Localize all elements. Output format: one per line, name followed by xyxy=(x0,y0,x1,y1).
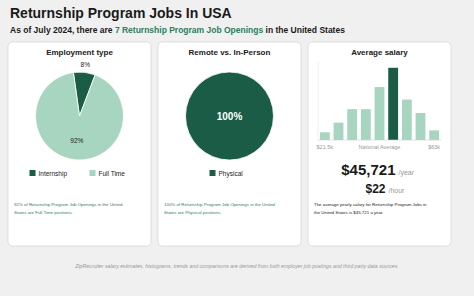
panel: Remote vs. In-Person 100% Physical 100% of … xyxy=(158,42,301,246)
text-line: 100% of Returnship Program Job Openings … xyxy=(164,202,275,207)
subtitle-part: As of July 2024, there are xyxy=(10,25,115,35)
text-line: States are Physical positions. xyxy=(164,210,221,215)
pie-slice xyxy=(36,72,124,160)
legend-label: Physical xyxy=(219,170,244,178)
panel-card xyxy=(308,42,451,246)
legend-label: Full Time xyxy=(99,170,126,177)
legend-label: Internship xyxy=(39,170,68,178)
bar xyxy=(402,100,412,140)
chart-root: Returnship Program Jobs In USA As of July… xyxy=(0,0,474,296)
bar xyxy=(388,68,398,140)
bar xyxy=(361,109,371,140)
bar xyxy=(416,113,426,140)
subtitle: As of July 2024, there are 7 Returnship … xyxy=(10,25,345,35)
footnote: 100% of Returnship Program Job Openings … xyxy=(164,202,275,215)
title: Returnship Program Jobs In USA xyxy=(10,5,232,21)
x-tick-label: National Average xyxy=(359,144,401,150)
legend-swatch xyxy=(210,170,216,176)
panel-title: Average salary xyxy=(351,48,408,57)
bar xyxy=(347,109,357,140)
legend-swatch xyxy=(30,170,36,176)
pie-slices xyxy=(186,72,274,160)
bottom-note: ZipRecruiter salary estimates, histogram… xyxy=(74,263,399,269)
bar xyxy=(320,132,330,140)
panel-title: Remote vs. In-Person xyxy=(189,48,271,57)
bar xyxy=(429,130,439,140)
x-tick-label: $63k xyxy=(428,144,440,150)
background xyxy=(0,0,474,296)
bar xyxy=(375,87,385,140)
salary-hour-unit: /hour xyxy=(389,187,406,194)
panel-card xyxy=(158,42,301,246)
data-label: 100% xyxy=(217,111,243,122)
text-line: The average yearly salary for Returnship… xyxy=(314,202,427,207)
pie-slices xyxy=(36,72,124,160)
bars xyxy=(320,68,439,140)
text-line: States are Full Time positions. xyxy=(14,210,73,215)
salary-hour: $22 xyxy=(365,182,385,196)
data-label: 92% xyxy=(70,137,83,144)
panel: Employment type 8% 92% Internship Full Time 9… xyxy=(8,42,151,246)
legend-swatch xyxy=(90,170,96,176)
pie-slice xyxy=(186,72,274,160)
y-range-line xyxy=(318,62,319,140)
text-line: the United States is $45,721 a year. xyxy=(314,210,384,215)
panel-title: Employment type xyxy=(46,48,113,57)
subtitle-part: in the United States xyxy=(263,25,345,35)
footnote: The average yearly salary for Returnship… xyxy=(314,202,427,215)
salary-unit: /year xyxy=(399,169,415,177)
panel-card xyxy=(8,42,151,246)
panel: Average salary $21.5k National Average $63k… xyxy=(308,42,451,246)
data-label: 8% xyxy=(81,61,91,68)
x-tick-label: $21.5k xyxy=(317,144,334,150)
bar xyxy=(334,123,344,140)
footnote: 92% of Returnship Program Job Openings i… xyxy=(14,202,123,215)
baseline xyxy=(318,140,441,141)
subtitle-part: 7 Returnship Program Job Openings xyxy=(115,25,264,35)
text-line: 92% of Returnship Program Job Openings i… xyxy=(14,202,123,207)
salary-main: $45,721 xyxy=(341,161,395,178)
